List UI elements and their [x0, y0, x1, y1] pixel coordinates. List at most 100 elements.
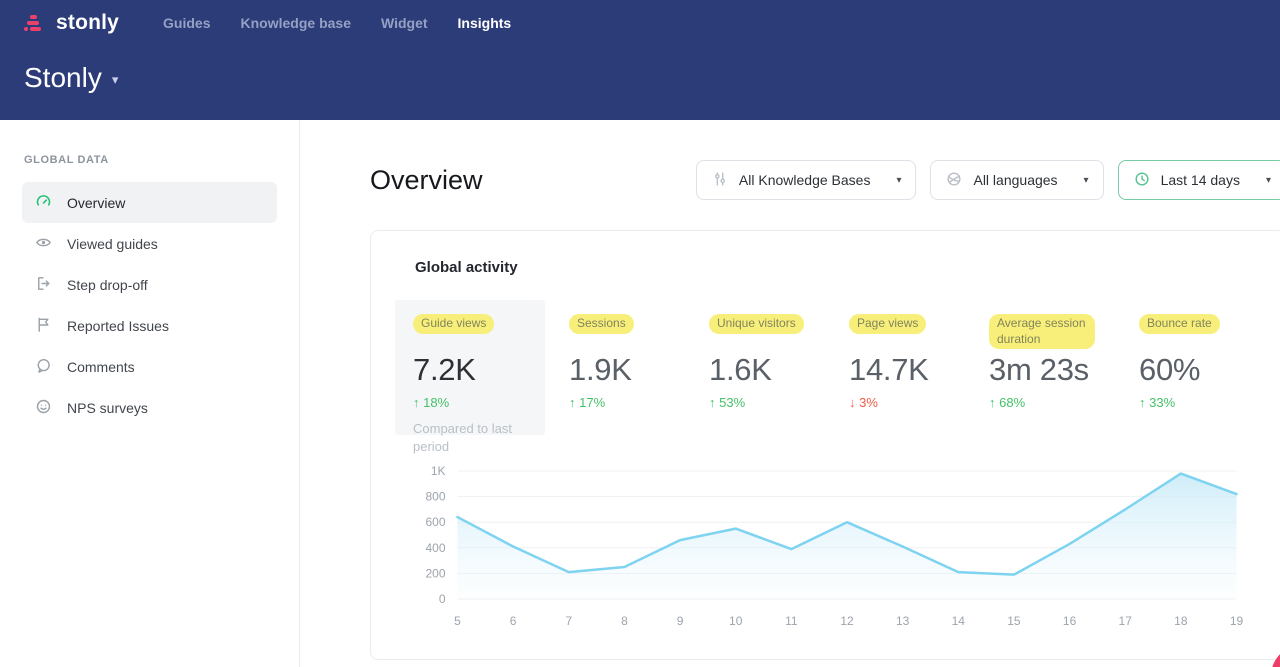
- metric-label: Guide views: [413, 314, 495, 334]
- svg-text:7: 7: [565, 614, 572, 628]
- workspace-selector[interactable]: Stonly ▾: [24, 62, 118, 94]
- metric-guide-views[interactable]: Guide views 7.2K ↑ 18% Compared to last …: [395, 300, 545, 454]
- sidebar-item-label: Comments: [67, 358, 135, 375]
- metric-unique-visitors[interactable]: Unique visitors 1.6K ↑ 53%: [691, 300, 831, 435]
- metric-label: Page views: [849, 314, 927, 334]
- nav-items: Guides Knowledge base Widget Insights: [163, 15, 511, 31]
- logo-text: stonly: [56, 11, 120, 34]
- svg-text:18: 18: [1174, 614, 1188, 628]
- svg-text:600: 600: [425, 515, 445, 529]
- svg-text:400: 400: [425, 541, 445, 555]
- metric-change: ↓ 3%: [849, 395, 878, 410]
- nav-item-widget[interactable]: Widget: [380, 15, 428, 31]
- svg-text:16: 16: [1063, 614, 1077, 628]
- date-range-filter[interactable]: Last 14 days ▾: [1117, 160, 1280, 200]
- sidebar-item-label: Reported Issues: [67, 317, 169, 334]
- card-title: Global activity: [415, 259, 518, 276]
- activity-chart: 0 200 400 600 800 1K 5 6 7 8 9 10 11 12 13 14 15 16 17 18 19: [395, 453, 1261, 658]
- svg-text:1K: 1K: [431, 464, 446, 478]
- metric-change: ↑ 18%: [413, 395, 450, 410]
- arrow-up-icon: ↑: [569, 395, 576, 410]
- svg-text:17: 17: [1119, 614, 1133, 628]
- svg-text:11: 11: [785, 614, 798, 628]
- sidebar-item-comments[interactable]: Comments: [22, 346, 277, 387]
- arrow-up-icon: ↑: [989, 395, 996, 410]
- arrow-up-icon: ↑: [709, 395, 716, 410]
- top-nav: stonly Guides Knowledge base Widget Insi…: [24, 0, 1256, 40]
- chevron-down-icon: ▾: [896, 174, 902, 186]
- main-content: Overview All Knowledge Bases ▾: [300, 120, 1280, 667]
- step-exit-icon: [34, 274, 53, 296]
- sidebar-item-step-drop-off[interactable]: Step drop-off: [22, 264, 277, 305]
- sliders-icon: [711, 170, 729, 191]
- sidebar-item-overview[interactable]: Overview: [22, 182, 277, 223]
- area-chart: 0 200 400 600 800 1K 5 6 7 8 9 10 11 12 13 14 15 16 17 18 19: [425, 464, 1244, 628]
- metric-change: ↑ 33%: [1139, 395, 1176, 410]
- sidebar: GLOBAL DATA Overview Viewed guides: [0, 120, 300, 667]
- chevron-down-icon: ▾: [1265, 174, 1271, 186]
- metric-value: 14.7K: [849, 352, 929, 387]
- metric-label: Sessions: [569, 314, 634, 334]
- filter-label: All Knowledge Bases: [738, 172, 871, 188]
- metric-sessions[interactable]: Sessions 1.9K ↑ 17%: [551, 300, 691, 435]
- metric-value: 1.6K: [709, 352, 772, 387]
- stonly-logo[interactable]: stonly: [24, 11, 119, 35]
- knowledge-base-filter[interactable]: All Knowledge Bases ▾: [695, 160, 917, 200]
- sidebar-item-label: Step drop-off: [67, 276, 148, 293]
- sidebar-section-label: GLOBAL DATA: [24, 154, 109, 166]
- svg-text:8: 8: [621, 614, 628, 628]
- svg-text:13: 13: [896, 614, 910, 628]
- sidebar-item-viewed-guides[interactable]: Viewed guides: [22, 223, 277, 264]
- smiley-icon: [34, 397, 53, 419]
- nav-item-guides[interactable]: Guides: [163, 15, 211, 31]
- stonly-logo-icon: [24, 15, 48, 31]
- arrow-up-icon: ↑: [1139, 395, 1146, 410]
- filter-label: Last 14 days: [1160, 172, 1240, 188]
- clock-icon: [1133, 170, 1151, 191]
- metric-bounce-rate[interactable]: Bounce rate 60% ↑ 33%: [1121, 300, 1261, 435]
- flag-icon: [34, 315, 53, 337]
- sidebar-item-label: Overview: [67, 194, 126, 211]
- svg-text:5: 5: [454, 614, 461, 628]
- metric-average-session-duration[interactable]: Average session duration 3m 23s ↑ 68%: [971, 300, 1121, 435]
- svg-text:10: 10: [729, 614, 743, 628]
- svg-text:200: 200: [425, 566, 445, 580]
- workspace-name: Stonly: [24, 62, 102, 93]
- svg-text:0: 0: [439, 592, 446, 606]
- filters: All Knowledge Bases ▾ All languages ▾: [695, 160, 1280, 200]
- metric-note: Compared to last period: [413, 421, 512, 454]
- globe-icon: [945, 170, 963, 191]
- arrow-down-icon: ↓: [849, 395, 856, 410]
- nav-item-insights[interactable]: Insights: [457, 15, 512, 31]
- svg-text:800: 800: [425, 490, 445, 504]
- svg-text:6: 6: [510, 614, 517, 628]
- sidebar-item-reported-issues[interactable]: Reported Issues: [22, 305, 277, 346]
- svg-text:9: 9: [677, 614, 684, 628]
- metric-label: Bounce rate: [1139, 314, 1220, 334]
- gauge-icon: [34, 192, 53, 214]
- svg-text:14: 14: [952, 614, 966, 628]
- nav-item-knowledge-base[interactable]: Knowledge base: [240, 15, 351, 31]
- top-banner: stonly Guides Knowledge base Widget Insi…: [0, 0, 1280, 120]
- chevron-down-icon: ▾: [111, 72, 119, 87]
- language-filter[interactable]: All languages ▾: [930, 160, 1104, 200]
- metric-change: ↑ 68%: [989, 395, 1026, 410]
- metric-value: 60%: [1139, 352, 1201, 387]
- sidebar-item-nps-surveys[interactable]: NPS surveys: [22, 387, 277, 428]
- metric-value: 3m 23s: [989, 352, 1089, 387]
- page-title: Overview: [370, 164, 483, 195]
- filter-label: All languages: [973, 172, 1058, 188]
- svg-text:12: 12: [840, 614, 854, 628]
- chevron-down-icon: ▾: [1083, 174, 1089, 186]
- metric-value: 1.9K: [569, 352, 632, 387]
- metric-label: Unique visitors: [709, 314, 804, 334]
- eye-icon: [34, 233, 53, 255]
- svg-text:19: 19: [1230, 614, 1244, 628]
- metrics-row: Guide views 7.2K ↑ 18% Compared to last …: [395, 300, 1261, 454]
- metric-page-views[interactable]: Page views 14.7K ↓ 3%: [831, 300, 971, 435]
- global-activity-card: Global activity Guide views 7.2K ↑ 18% C…: [370, 230, 1280, 660]
- metric-label: Average session duration: [989, 314, 1095, 350]
- metric-value: 7.2K: [413, 352, 476, 387]
- metric-change: ↑ 17%: [569, 395, 606, 410]
- sidebar-item-label: Viewed guides: [67, 235, 158, 252]
